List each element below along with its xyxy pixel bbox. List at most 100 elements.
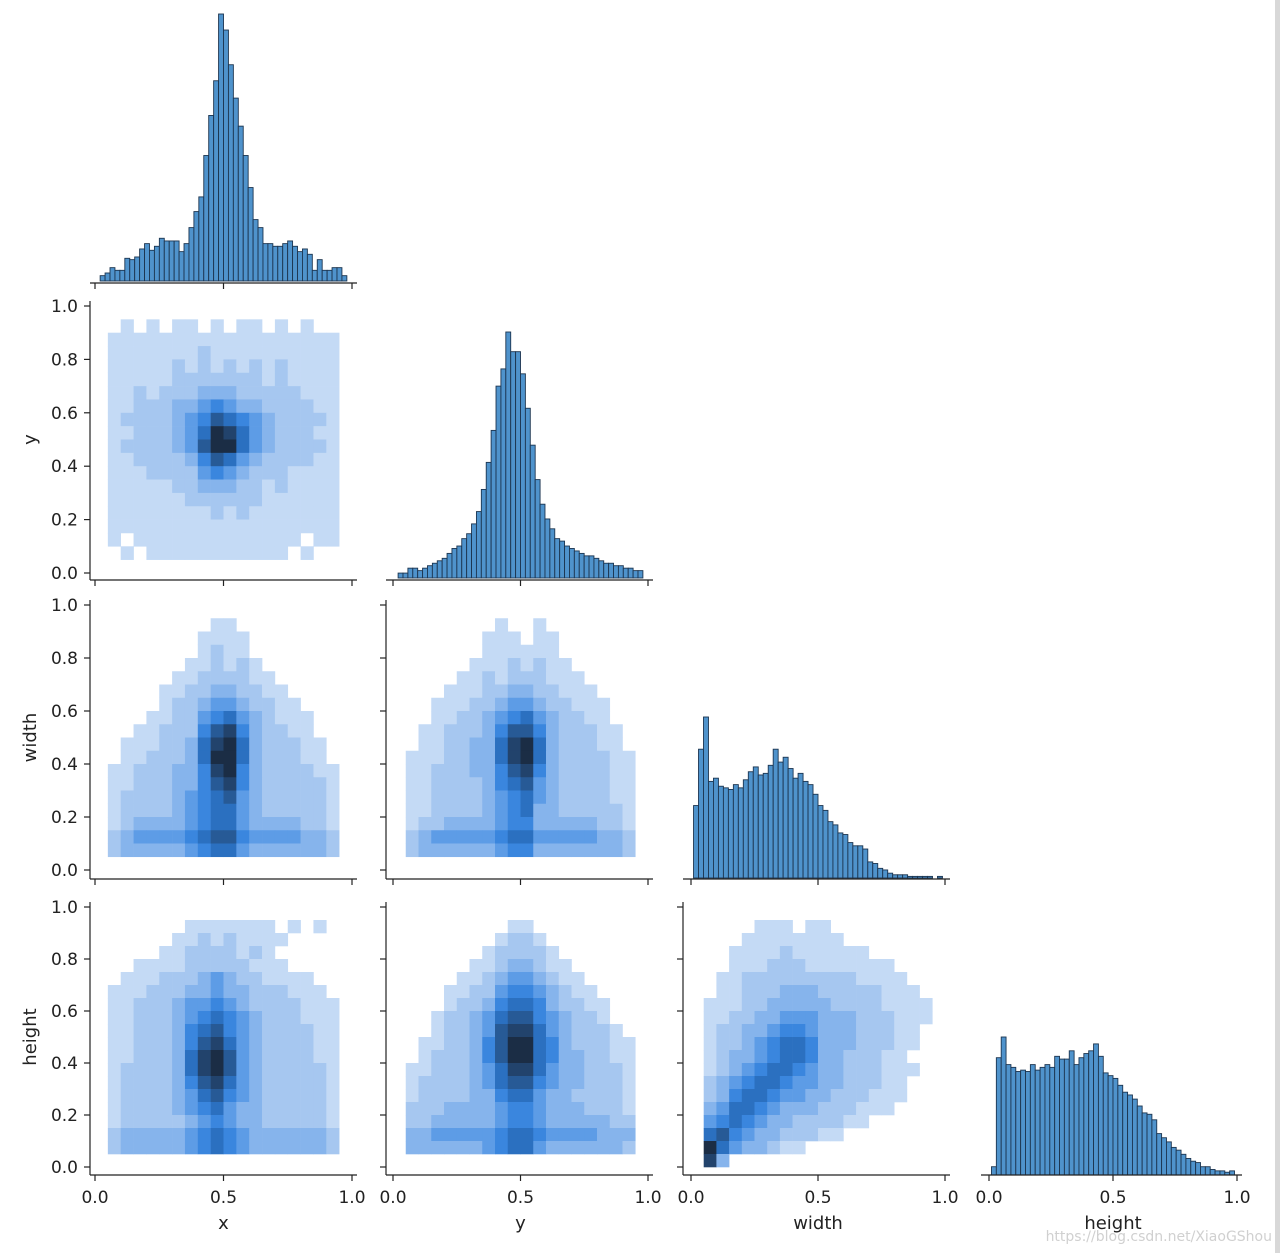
heatmap-cell bbox=[300, 998, 314, 1012]
heatmap-cell bbox=[482, 658, 496, 672]
heatmap-cell bbox=[533, 959, 547, 973]
heatmap-cell bbox=[584, 998, 598, 1012]
heatmap-cell bbox=[843, 1063, 857, 1077]
heatmap-width-vs-x bbox=[107, 618, 340, 858]
heatmap-cell bbox=[300, 737, 314, 752]
heatmap-cell bbox=[597, 1089, 611, 1103]
heatmap-cell bbox=[444, 724, 458, 738]
heatmap-cell bbox=[197, 532, 211, 547]
histogram-bar bbox=[431, 562, 438, 579]
heatmap-cell bbox=[818, 1076, 831, 1090]
heatmap-cell bbox=[703, 1141, 717, 1155]
heatmap-cell bbox=[146, 532, 160, 547]
heatmap-cell bbox=[197, 843, 211, 858]
heatmap-cell bbox=[805, 985, 819, 999]
heatmap-cell bbox=[184, 372, 199, 387]
heatmap-cell bbox=[300, 546, 314, 560]
heatmap-cell bbox=[287, 920, 301, 934]
heatmap-cell bbox=[520, 1063, 534, 1077]
histogram-bar bbox=[321, 269, 328, 282]
heatmap-cell bbox=[856, 1076, 870, 1090]
heatmap-cell bbox=[469, 1089, 483, 1103]
heatmap-cell bbox=[533, 817, 547, 831]
heatmap-cell bbox=[210, 492, 224, 507]
heatmap-cell bbox=[881, 1050, 895, 1064]
heatmap-cell bbox=[729, 1024, 743, 1038]
heatmap-cell bbox=[236, 777, 250, 791]
heatmap-cell bbox=[210, 452, 224, 467]
histogram-bar bbox=[134, 256, 141, 282]
heatmap-cell bbox=[495, 777, 509, 791]
heatmap-cell bbox=[300, 519, 314, 534]
histogram-bar bbox=[1204, 1166, 1211, 1176]
heatmap-cell bbox=[533, 1141, 547, 1155]
heatmap-cell bbox=[482, 998, 496, 1012]
histogram-bar bbox=[927, 875, 933, 879]
heatmap-cell bbox=[507, 724, 521, 738]
heatmap-cell bbox=[184, 985, 199, 999]
heatmap-cell bbox=[495, 817, 509, 831]
heatmap-cell bbox=[133, 972, 147, 986]
heatmap-cell bbox=[146, 399, 160, 414]
histogram-bar bbox=[139, 248, 145, 282]
heatmap-cell bbox=[571, 1024, 585, 1038]
heatmap-cell bbox=[146, 452, 160, 467]
histogram-bar bbox=[1112, 1077, 1119, 1176]
heatmap-cell bbox=[172, 711, 186, 725]
heatmap-cell bbox=[622, 777, 636, 791]
heatmap-cell bbox=[716, 1037, 730, 1051]
heatmap-cell bbox=[172, 546, 186, 560]
heatmap-cell bbox=[184, 658, 199, 672]
histogram-bar bbox=[1229, 1170, 1235, 1176]
heatmap-cell bbox=[571, 1050, 585, 1064]
heatmap-cell bbox=[274, 519, 289, 534]
heatmap-cell bbox=[779, 972, 793, 986]
heatmap-cell bbox=[249, 711, 263, 725]
heatmap-cell bbox=[300, 1076, 314, 1090]
heatmap-cell bbox=[184, 946, 199, 960]
heatmap-cell bbox=[120, 1024, 134, 1038]
heatmap-cell bbox=[546, 1063, 560, 1077]
heatmap-cell bbox=[729, 1037, 743, 1051]
heatmap-cell bbox=[868, 1024, 882, 1038]
heatmap-cell bbox=[262, 1128, 276, 1142]
heatmap-cell bbox=[274, 1115, 289, 1129]
heatmap-cell bbox=[622, 764, 636, 778]
heatmap-cell bbox=[120, 830, 134, 844]
heatmap-cell bbox=[236, 998, 250, 1012]
scrollbar[interactable] bbox=[1275, 0, 1280, 1253]
heatmap-cell bbox=[495, 972, 509, 986]
heatmap-cell bbox=[120, 790, 134, 805]
heatmap-cell bbox=[197, 546, 211, 560]
heatmap-cell bbox=[469, 750, 483, 765]
heatmap-cell bbox=[520, 684, 534, 699]
heatmap-cell bbox=[159, 359, 173, 374]
heatmap-cell bbox=[584, 817, 598, 831]
heatmap-cell bbox=[597, 697, 611, 712]
heatmap-cell bbox=[236, 972, 250, 986]
histogram-bar bbox=[564, 545, 570, 579]
heatmap-cell bbox=[223, 920, 237, 934]
heatmap-cell bbox=[418, 1102, 432, 1116]
heatmap-cell bbox=[558, 830, 572, 844]
heatmap-cell bbox=[249, 724, 263, 738]
histogram-bar bbox=[767, 764, 774, 879]
y-tick-label: 1.0 bbox=[51, 297, 78, 317]
y-tick-label: 0.2 bbox=[51, 511, 78, 531]
heatmap-cell bbox=[444, 1037, 458, 1051]
heatmap-cell bbox=[300, 1050, 314, 1064]
heatmap-cell bbox=[159, 452, 173, 467]
heatmap-cell bbox=[274, 737, 289, 752]
heatmap-cell bbox=[326, 1141, 340, 1155]
heatmap-cell bbox=[507, 972, 521, 986]
histogram-bar bbox=[1020, 1069, 1026, 1176]
heatmap-cell bbox=[495, 1063, 509, 1077]
heatmap-cell bbox=[729, 1128, 743, 1142]
heatmap-cell bbox=[405, 817, 419, 831]
heatmap-cell bbox=[520, 933, 534, 947]
heatmap-cell bbox=[197, 412, 211, 427]
histogram-bar bbox=[208, 115, 215, 282]
heatmap-cell bbox=[881, 1011, 895, 1025]
heatmap-cell bbox=[249, 790, 263, 805]
heatmap-cell bbox=[236, 830, 250, 844]
